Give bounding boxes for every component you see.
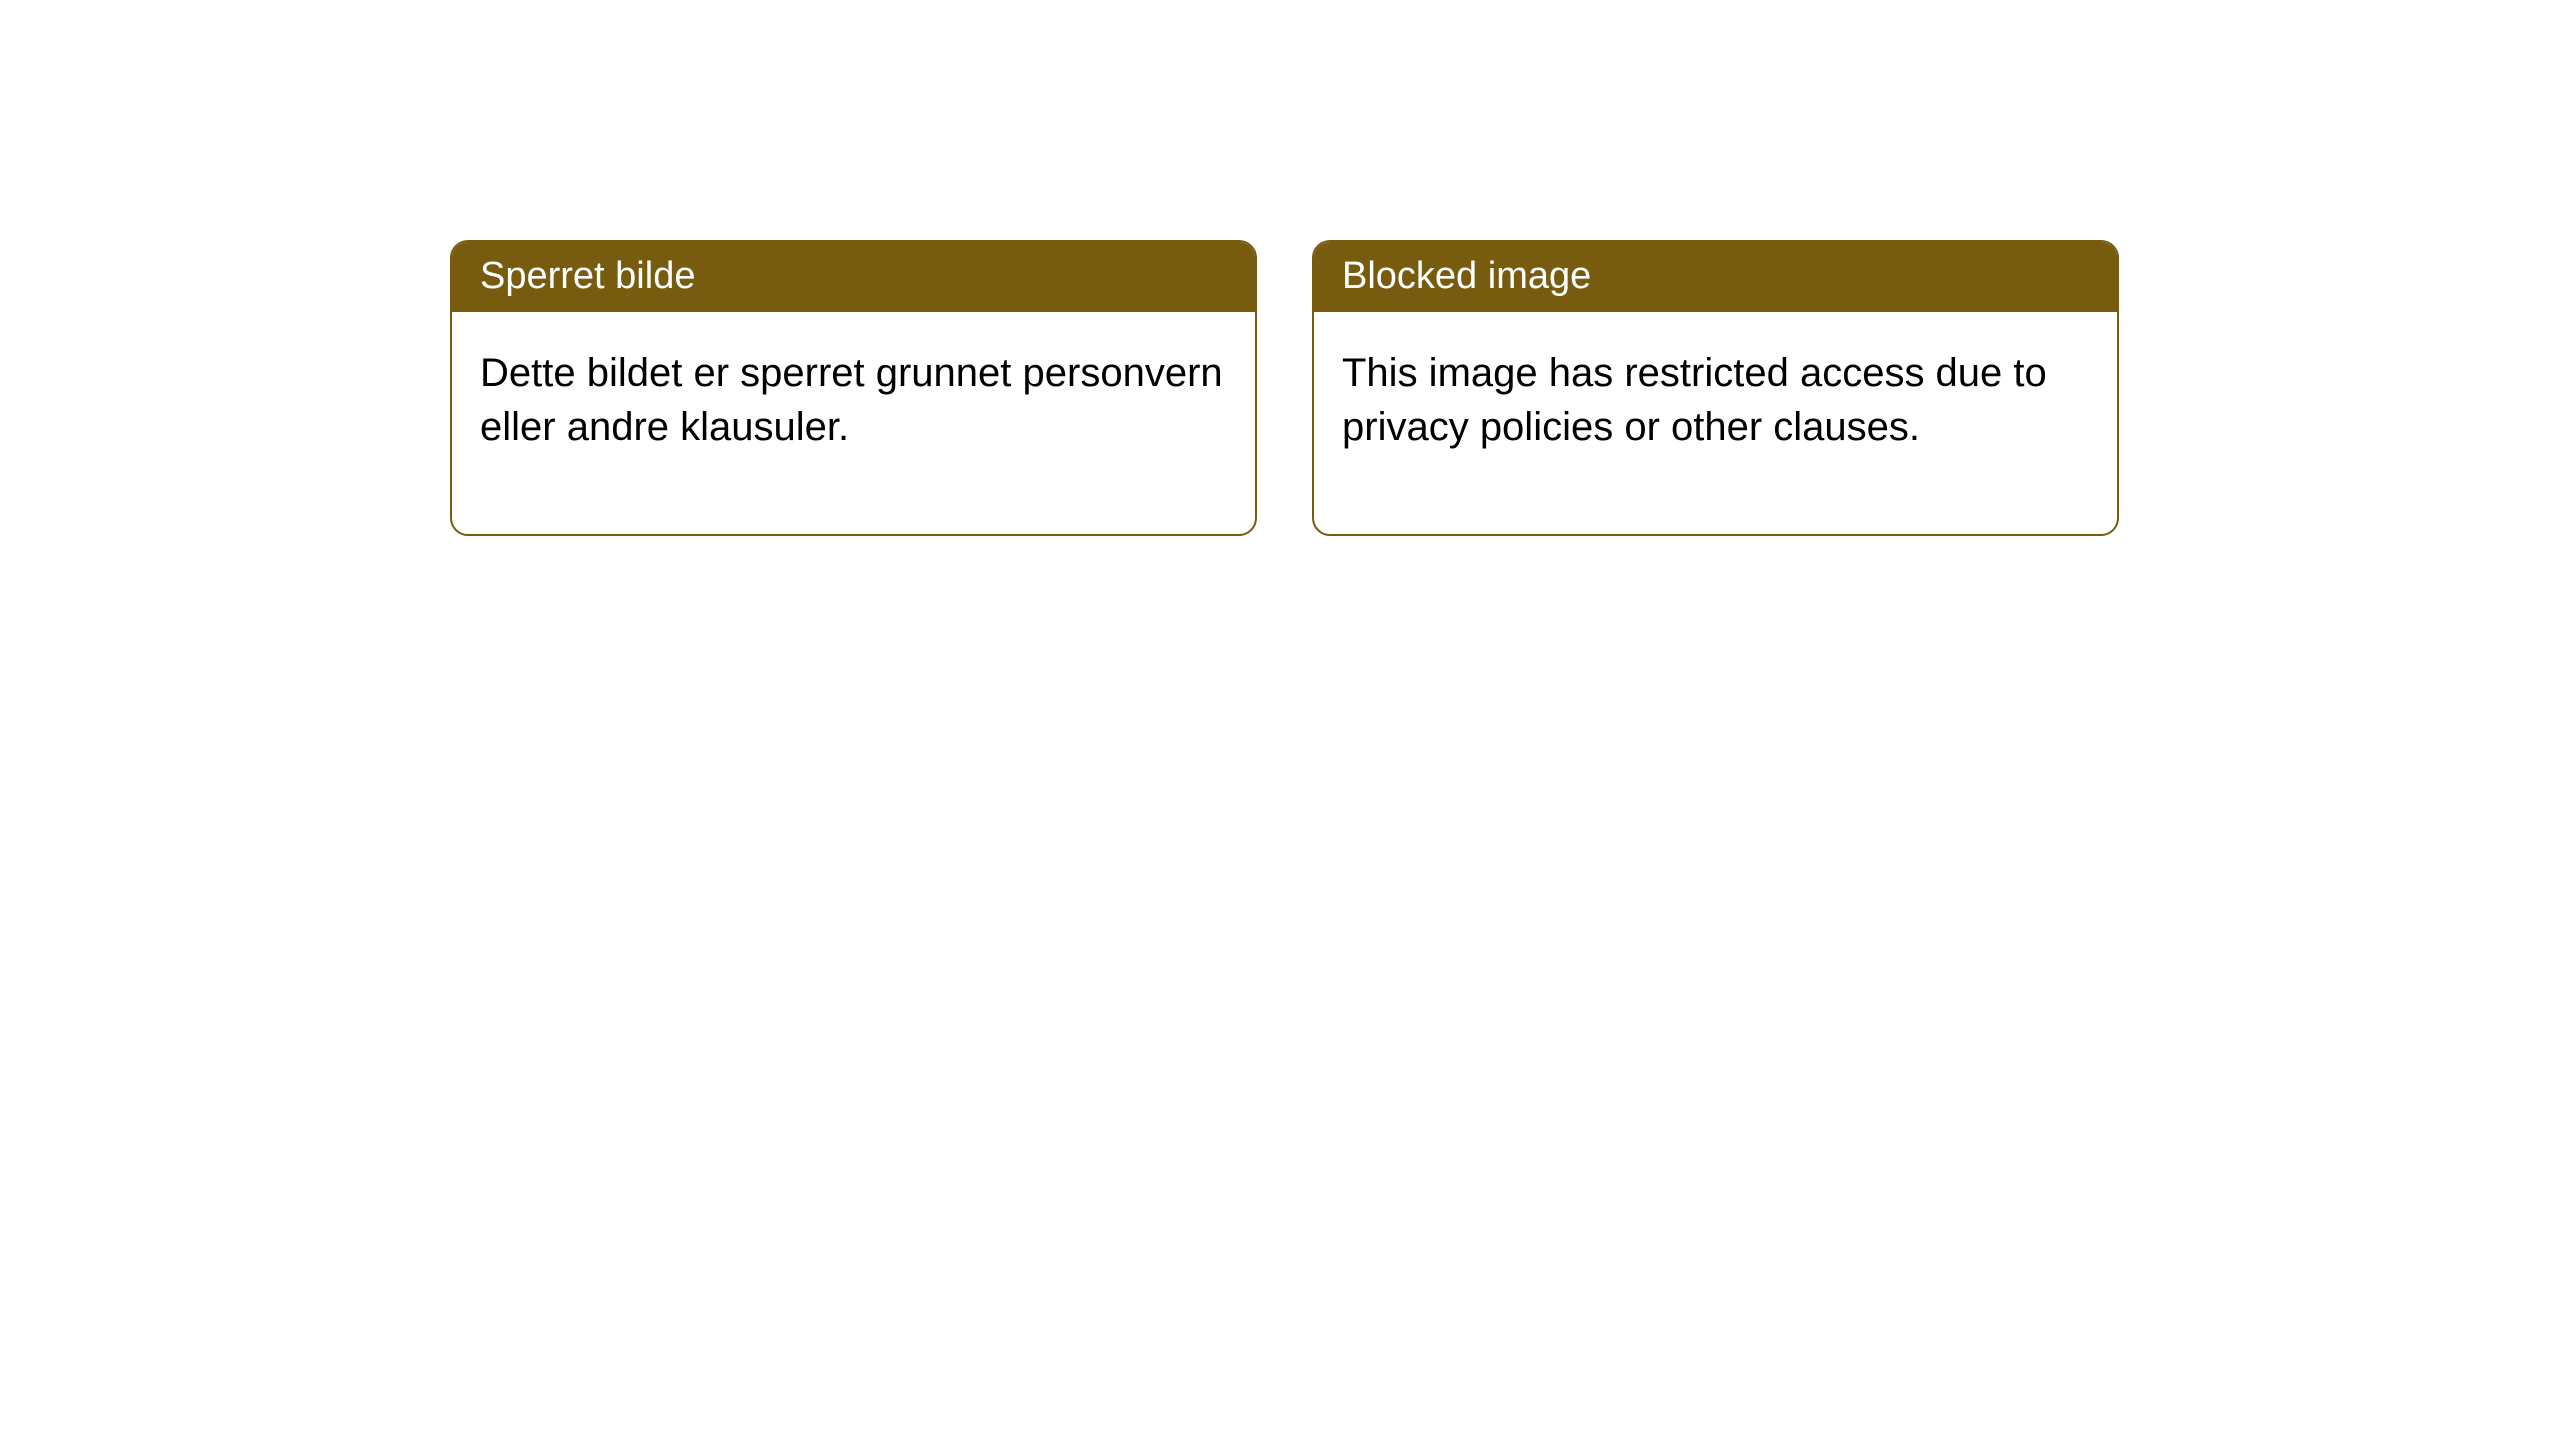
blocked-image-card-en: Blocked image This image has restricted … xyxy=(1312,240,2119,536)
card-header: Blocked image xyxy=(1314,242,2117,312)
card-body: This image has restricted access due to … xyxy=(1314,312,2117,534)
card-body: Dette bildet er sperret grunnet personve… xyxy=(452,312,1255,534)
blocked-image-card-no: Sperret bilde Dette bildet er sperret gr… xyxy=(450,240,1257,536)
notice-container: Sperret bilde Dette bildet er sperret gr… xyxy=(450,240,2119,536)
card-header: Sperret bilde xyxy=(452,242,1255,312)
